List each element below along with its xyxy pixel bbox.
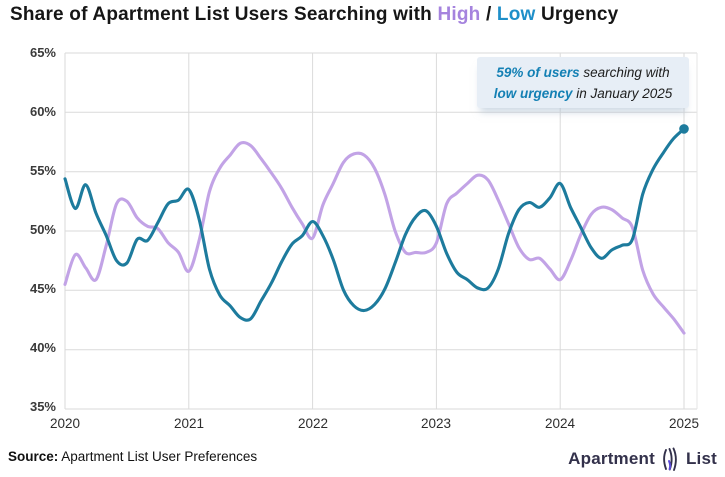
x-tick-label: 2024	[544, 416, 576, 431]
x-tick-label: 2022	[297, 416, 329, 431]
source-label: Source:	[8, 449, 59, 464]
logo-word-list: List	[685, 448, 717, 468]
annotation-line2-highlight: low urgency	[493, 85, 573, 101]
x-tick-label: 2020	[49, 416, 81, 431]
annotation-line2: low urgency in January 2025	[494, 83, 673, 104]
x-tick-label: 2021	[173, 416, 205, 431]
logo-word-apartment: Apartment	[568, 448, 655, 468]
title-suffix: Urgency	[535, 4, 619, 25]
y-tick-label: 60%	[29, 104, 56, 119]
y-tick-label: 55%	[29, 163, 56, 178]
annotation-line1-highlight: 59% of users	[496, 64, 580, 80]
y-tick-label: 65%	[29, 45, 56, 60]
source-text: Apartment List User Preferences	[58, 449, 258, 464]
apartment-list-icon	[663, 447, 677, 471]
source-line: Source: Apartment List User Preferences	[8, 449, 257, 464]
y-tick-label: 40%	[29, 340, 56, 355]
y-tick-label: 45%	[29, 281, 56, 296]
apartment-list-logo: Apartment List	[568, 446, 717, 471]
title-low-label: Low	[496, 4, 536, 25]
annotation-line1: 59% of users searching with	[496, 62, 669, 83]
title-separator: /	[480, 4, 497, 25]
y-tick-label: 35%	[29, 399, 56, 414]
chart-title: Share of Apartment List Users Searching …	[10, 4, 618, 26]
annotation-line1-rest: searching with	[579, 64, 670, 80]
title-prefix: Share of Apartment List Users Searching …	[10, 4, 438, 25]
x-tick-label: 2025	[668, 416, 700, 431]
title-high-label: High	[437, 4, 481, 25]
annotation-line2-rest: in January 2025	[572, 85, 673, 101]
annotation-callout: 59% of users searching with low urgency …	[477, 57, 689, 108]
y-tick-label: 50%	[29, 222, 56, 237]
x-tick-label: 2023	[420, 416, 452, 431]
